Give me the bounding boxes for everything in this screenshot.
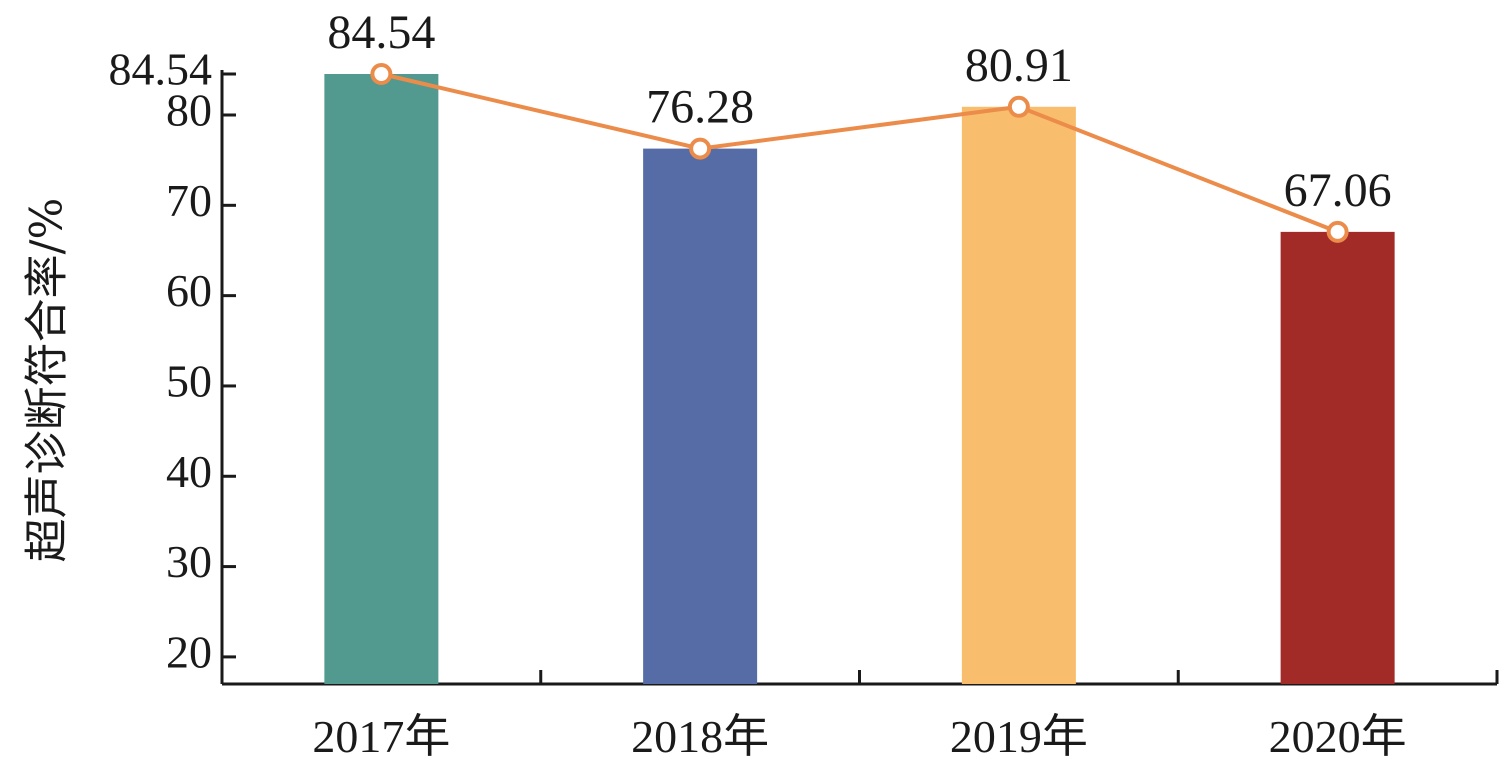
y-tick-label: 30: [166, 536, 212, 587]
y-tick-label: 80: [166, 85, 212, 136]
x-tick-label: 2020年: [1269, 711, 1407, 762]
y-tick-label: 20: [166, 626, 212, 677]
x-tick-label: 2018年: [631, 711, 769, 762]
data-label: 84.54: [327, 6, 435, 59]
bar: [961, 106, 1076, 684]
y-tick-label: 50: [166, 356, 212, 407]
bars: [324, 74, 1395, 685]
x-tick-labels: 2017年 2018年 2019年 2020年: [312, 711, 1406, 762]
line-point: [1007, 95, 1030, 118]
data-labels: 84.54 76.28 80.91 67.06: [327, 6, 1391, 217]
line-point: [370, 63, 393, 85]
trend-line: [380, 72, 1339, 234]
bar: [1280, 231, 1395, 685]
data-label: 80.91: [965, 39, 1073, 92]
y-axis-title: 超声诊断符合率/%: [22, 198, 73, 563]
y-tick-label: 84.54: [109, 44, 213, 95]
data-label: 76.28: [646, 81, 754, 134]
x-tick-label: 2019年: [950, 711, 1088, 762]
bar: [324, 74, 439, 684]
x-tick-label: 2017年: [312, 711, 450, 762]
y-axis-label: 超声诊断符合率/%: [22, 198, 73, 563]
trend-markers: [370, 63, 1349, 243]
x-ticks: [539, 670, 1499, 684]
y-tick-label: 40: [166, 446, 212, 497]
line-point: [689, 137, 712, 160]
y-tick-label: 70: [166, 175, 212, 226]
data-label: 67.06: [1284, 164, 1392, 217]
y-tick-label: 60: [166, 265, 212, 316]
bar: [643, 148, 758, 685]
line-point: [1326, 220, 1349, 243]
